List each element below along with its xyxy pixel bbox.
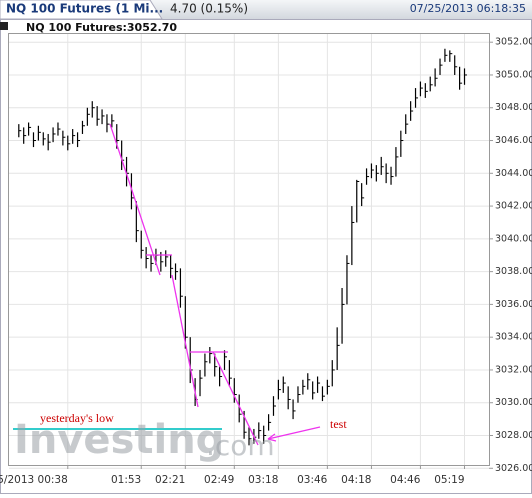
x-tick-label: 02:21 <box>155 474 185 486</box>
x-tick-label: 02:49 <box>204 474 234 486</box>
reference-label: yesterday's low <box>40 411 114 425</box>
x-tick-label: 05:19 <box>434 474 464 486</box>
y-tick-label: 3044.00 <box>495 168 532 179</box>
y-tick-label: 3040.00 <box>495 233 532 244</box>
x-tick-label: 04:18 <box>341 474 371 486</box>
trend-lines <box>109 123 321 446</box>
y-tick-label: 3038.00 <box>495 266 532 277</box>
tab-title[interactable]: NQ 100 Futures (1 Mi... <box>6 2 163 16</box>
y-tick-label: 3050.00 <box>495 69 532 80</box>
y-tick-label: 3028.00 <box>495 430 532 441</box>
y-tick-label: 3036.00 <box>495 299 532 310</box>
y-tick-label: 3052.00 <box>495 37 532 48</box>
x-tick-label: 01:53 <box>111 474 141 486</box>
icon <box>0 22 8 30</box>
annotation: test <box>330 417 347 431</box>
watermark: Investing <box>14 417 224 463</box>
timestamp: 07/25/2013 06:18:35 <box>410 2 526 15</box>
y-tick-label: 3046.00 <box>495 135 532 146</box>
y-tick-label: 3042.00 <box>495 201 532 212</box>
y-tick-label: 3026.00 <box>495 463 532 474</box>
y-tick-label: 3032.00 <box>495 364 532 375</box>
x-tick-label: 07/25/2013 00:38 <box>0 474 68 486</box>
y-tick-label: 3048.00 <box>495 102 532 113</box>
x-tick-label: 03:46 <box>297 474 328 486</box>
y-tick-label: 3030.00 <box>495 397 532 408</box>
x-tick-label: 04:46 <box>390 474 421 486</box>
watermark: .com <box>206 429 275 462</box>
y-tick-label: 3034.00 <box>495 332 532 343</box>
change: 4.70 (0.15%) <box>170 2 248 16</box>
plot-frame <box>8 33 490 466</box>
chart-title: NQ 100 Futures:3052.70 <box>26 21 177 34</box>
x-tick-label: 03:18 <box>248 474 278 486</box>
